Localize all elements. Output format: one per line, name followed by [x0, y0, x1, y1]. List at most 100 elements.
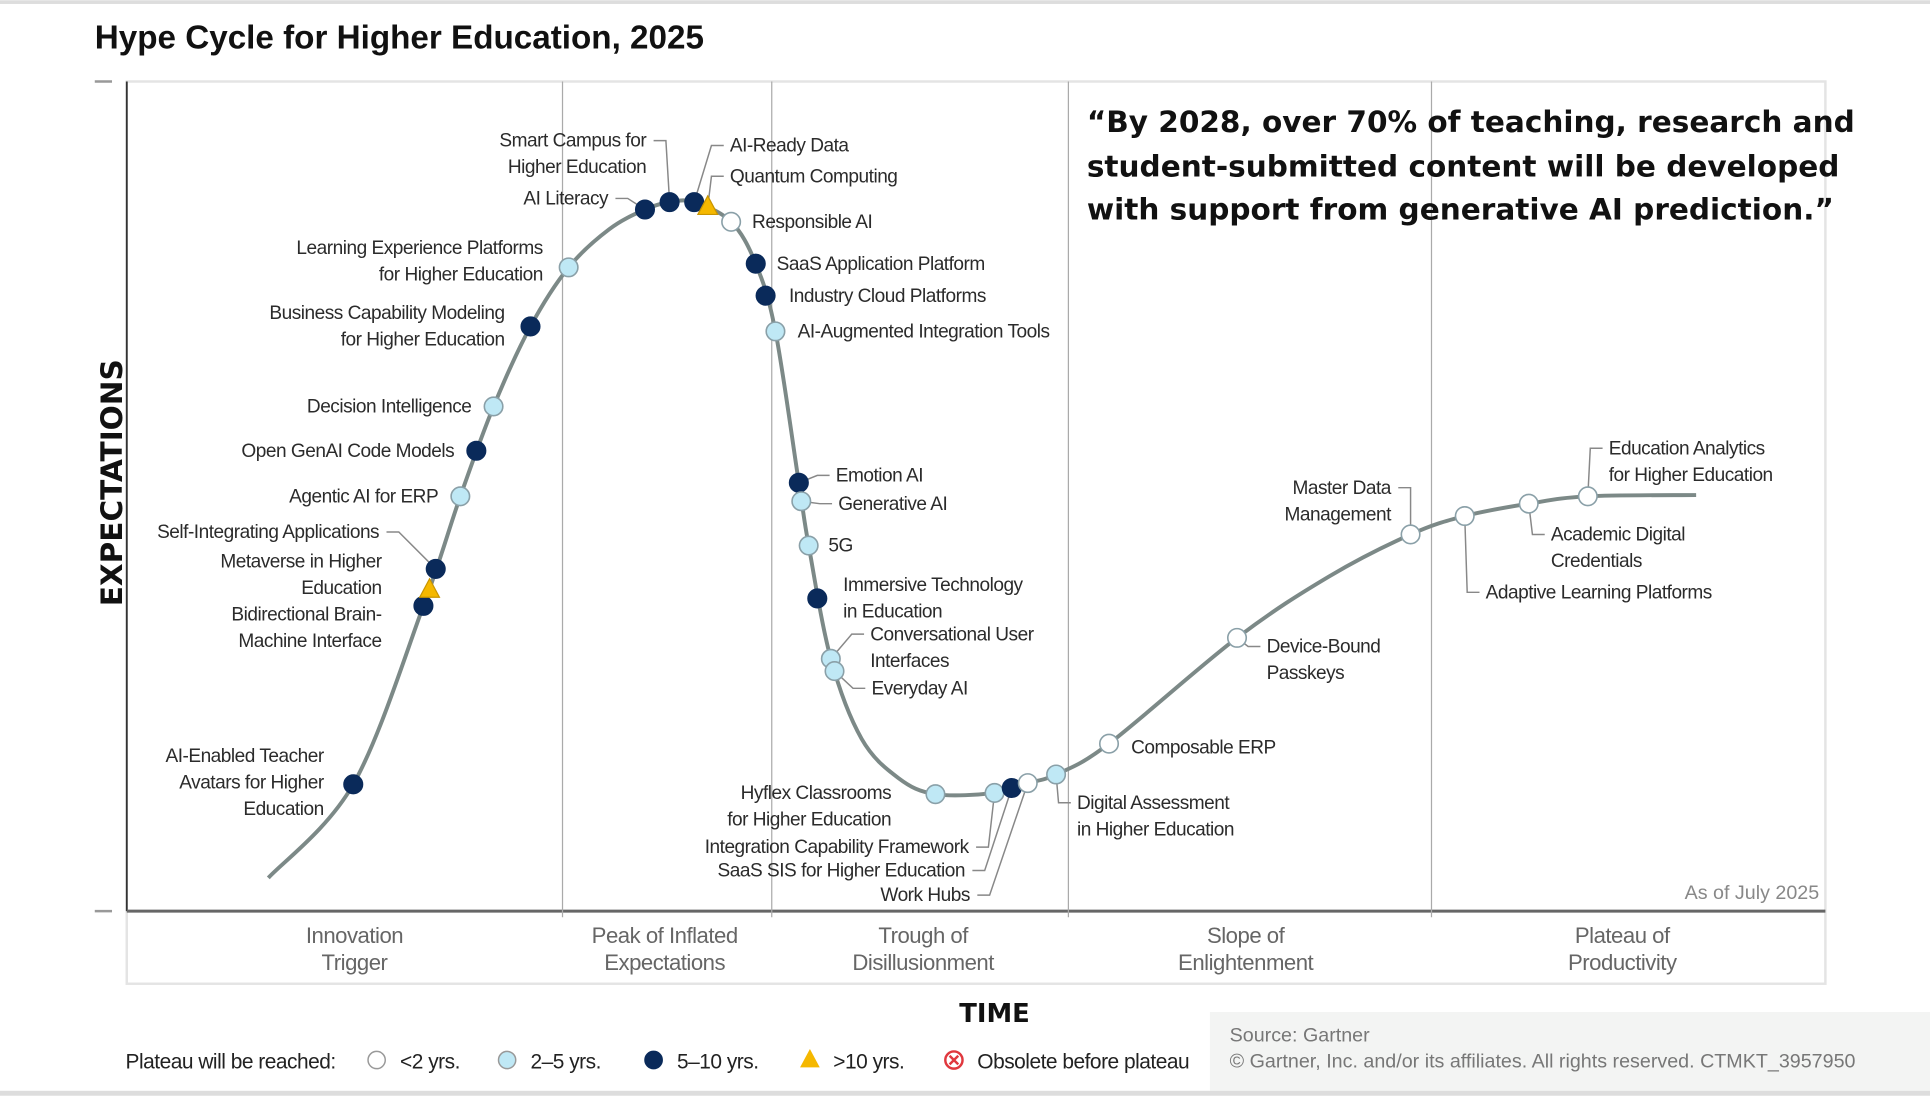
technology-label: Composable ERP: [1131, 738, 1276, 759]
technology-marker[interactable]: [755, 285, 776, 306]
technology-label: Decision Intelligence: [307, 397, 472, 418]
technology-label: Integration Capability Framework: [705, 837, 970, 858]
legend-label: 5–10 yrs.: [677, 1051, 759, 1074]
legend-triangle-icon: [800, 1048, 820, 1068]
y-axis-label: EXPECTATIONS: [95, 359, 129, 606]
leader-lines: [386, 139, 1603, 896]
legend-title: Plateau will be reached:: [126, 1051, 336, 1074]
leader-line: [977, 782, 1029, 896]
technology-marker[interactable]: [807, 588, 828, 609]
source-box: [1209, 1012, 1930, 1091]
technology-marker[interactable]: [684, 192, 705, 213]
technology-label: AI-Enabled Teacher: [165, 746, 324, 767]
technology-marker-triangle[interactable]: [418, 577, 441, 598]
technology-marker[interactable]: [1046, 764, 1067, 785]
technology-label: Learning Experience Platforms: [296, 238, 542, 259]
technology-marker[interactable]: [745, 253, 766, 274]
technology-label: Business Capability Modeling: [269, 303, 504, 324]
technology-label: for Higher Education: [727, 810, 891, 831]
legend-circle-icon: [497, 1050, 517, 1070]
as-of-date: As of July 2025: [1685, 882, 1820, 904]
leader-line: [972, 787, 1013, 872]
legend-label: Obsolete before plateau: [977, 1051, 1189, 1074]
technology-label: Credentials: [1551, 551, 1642, 572]
legend: Plateau will be reached: <2 yrs. 2–5 yrs.…: [126, 1048, 1190, 1074]
technology-marker[interactable]: [984, 782, 1005, 803]
technology-label: Immersive Technology: [843, 575, 1023, 596]
technology-marker[interactable]: [721, 211, 742, 232]
technology-label: SaaS Application Platform: [777, 254, 985, 275]
technology-label: Bidirectional Brain-: [231, 605, 381, 626]
quote-line: “By 2028, over 70% of teaching, research…: [1087, 105, 1855, 139]
technology-label: Conversational User: [870, 624, 1034, 645]
technology-marker[interactable]: [520, 316, 541, 337]
technology-marker[interactable]: [798, 535, 819, 556]
technology-labels: AI-Enabled Teacher Avatars for Higher Educ…: [157, 131, 1773, 907]
technology-label: Agentic AI for ERP: [289, 486, 438, 507]
quote-line: student-submitted content will be develo…: [1087, 149, 1840, 183]
technology-marker[interactable]: [634, 199, 656, 220]
technology-marker[interactable]: [1226, 627, 1248, 648]
leader-line: [976, 792, 996, 848]
technology-marker-triangle[interactable]: [696, 194, 719, 216]
technology-marker[interactable]: [343, 774, 364, 795]
technology-marker[interactable]: [788, 472, 809, 493]
technology-label: AI-Augmented Integration Tools: [798, 322, 1050, 343]
technology-label: Adaptive Learning Platforms: [1486, 582, 1712, 603]
leader-line: [1463, 515, 1480, 594]
technology-markers: [343, 192, 1598, 805]
bottom-border: [0, 1090, 1930, 1096]
phase-label: Disillusionment: [852, 950, 994, 975]
technology-label: Education: [301, 578, 381, 599]
leader-line: [707, 175, 724, 208]
technology-label: SaaS SIS for Higher Education: [718, 861, 965, 882]
technology-marker[interactable]: [659, 192, 680, 213]
technology-label: Emotion AI: [836, 466, 923, 487]
legend-circle-icon: [367, 1050, 386, 1070]
technology-marker[interactable]: [483, 396, 504, 417]
technology-label: Digital Assessment: [1077, 793, 1230, 814]
technology-marker[interactable]: [413, 595, 434, 616]
technology-label: for Higher Education: [1609, 465, 1773, 486]
technology-marker[interactable]: [1400, 524, 1421, 545]
technology-label: for Higher Education: [341, 330, 505, 351]
technology-marker[interactable]: [466, 440, 487, 461]
technology-label: Self-Integrating Applications: [157, 522, 379, 543]
technology-marker[interactable]: [1577, 486, 1598, 507]
technology-marker[interactable]: [1098, 733, 1120, 754]
technology-label: Device-Bound: [1267, 637, 1381, 658]
technology-marker[interactable]: [1454, 505, 1475, 527]
phase-dividers: [561, 81, 1433, 918]
legend-label: >10 yrs.: [833, 1051, 904, 1074]
technology-marker[interactable]: [765, 321, 786, 342]
source-text: Source: Gartner: [1230, 1025, 1371, 1047]
technology-marker[interactable]: [425, 558, 446, 579]
legend-label: <2 yrs.: [400, 1051, 460, 1074]
technology-marker[interactable]: [450, 486, 471, 507]
leader-line: [1528, 503, 1545, 536]
technology-marker[interactable]: [791, 491, 812, 512]
leader-line: [386, 531, 437, 570]
technology-marker[interactable]: [925, 784, 946, 805]
phase-label: Trough of: [878, 923, 969, 948]
copyright-text: © Gartner, Inc. and/or its affiliates. A…: [1230, 1050, 1856, 1072]
technology-label: Work Hubs: [880, 885, 970, 906]
technology-marker[interactable]: [558, 257, 579, 278]
technology-marker[interactable]: [1017, 773, 1038, 794]
chart-title: Hype Cycle for Higher Education, 2025: [95, 19, 704, 56]
top-border: [0, 0, 1930, 4]
technology-marker[interactable]: [824, 661, 845, 682]
hype-curve: [266, 198, 1697, 880]
leader-line: [830, 633, 865, 660]
quote-line: with support from generative AI predicti…: [1087, 192, 1834, 226]
technology-label: Quantum Computing: [730, 166, 898, 187]
technology-label: Smart Campus for: [499, 131, 647, 152]
technology-label: Metaverse in Higher: [220, 552, 382, 573]
technology-label: Education: [243, 799, 323, 820]
legend-label: 2–5 yrs.: [531, 1051, 601, 1074]
phase-label: Slope of: [1207, 923, 1286, 948]
technology-marker[interactable]: [1518, 493, 1539, 514]
leader-line: [693, 144, 724, 203]
